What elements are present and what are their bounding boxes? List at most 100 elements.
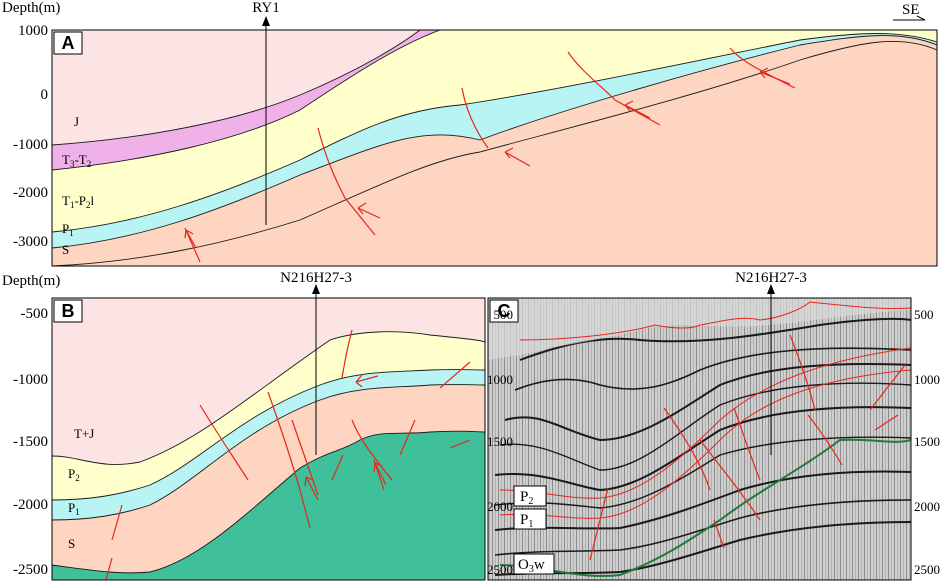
- fault-arrows-b: [304, 374, 387, 501]
- direction-label: SE: [902, 2, 920, 18]
- fault-line: [789, 334, 816, 411]
- faults-b: [105, 329, 471, 580]
- boundary-s-top: [52, 384, 485, 521]
- well-label-c: N216H27-3: [735, 270, 807, 286]
- reflector: [494, 470, 911, 531]
- triassic-upper-layer: [52, 30, 440, 170]
- fault-line: [713, 519, 725, 549]
- label-box-p2: [513, 485, 547, 507]
- fault-arrows-a: [184, 67, 791, 249]
- fault-line: [291, 419, 319, 496]
- label-p1: P1: [520, 512, 533, 530]
- arrow-icon: [624, 100, 651, 119]
- permian-lower-layer: [52, 33, 937, 248]
- fault-line: [567, 51, 661, 126]
- unit-label-t1p2: T1-P2l: [62, 193, 95, 210]
- arrow-right-icon: [893, 15, 926, 21]
- unit-label-j: J: [74, 114, 79, 129]
- label-o3w: O3w: [518, 557, 545, 575]
- arrow-icon: [304, 476, 319, 501]
- tick-label: -2500: [13, 562, 48, 578]
- label-p2: P2: [520, 489, 533, 507]
- tick-label-right: 2500: [914, 562, 940, 577]
- panel-a: RY1 SE Depth(m) A 1000 0 -1000 -2000 -30…: [2, 0, 938, 267]
- fault-line: [267, 391, 311, 529]
- tick-label: -3000: [13, 234, 48, 250]
- label-box-o3w: [513, 553, 555, 575]
- panel-tag-box-a: [53, 31, 83, 55]
- unit-label-p2: P2: [68, 466, 80, 483]
- unit-label-s: S: [68, 536, 75, 551]
- axis-title-a: Depth(m): [2, 0, 60, 16]
- boundary-j-base: [52, 30, 421, 146]
- fault-line: [331, 454, 344, 481]
- arrow-icon: [373, 462, 387, 486]
- arrow-up-icon: [312, 284, 320, 294]
- reflector: [494, 406, 911, 492]
- panel-tag-box-b: [53, 299, 83, 323]
- fault-line: [199, 404, 249, 481]
- triassic-lower-layer: [52, 30, 937, 232]
- fault-line: [449, 439, 471, 449]
- unit-label-tj: T+J: [74, 426, 94, 441]
- unit-label-p1: P1: [68, 500, 80, 517]
- panel-a-cross-section: [52, 30, 937, 266]
- panel-tag-a: A: [62, 33, 75, 53]
- fault-line: [341, 329, 353, 379]
- panel-c-seismic: [488, 298, 911, 580]
- reflector: [494, 499, 911, 556]
- boundary-basement-top: [52, 430, 485, 574]
- arrow-icon: [759, 67, 791, 85]
- well-label-b: N216H27-3: [280, 270, 352, 286]
- arrow-icon: [357, 202, 381, 219]
- faults-c: [589, 334, 906, 561]
- panel-c-frame: [487, 297, 912, 581]
- tick-label: -2000: [13, 185, 48, 201]
- mute-zone: [488, 298, 911, 360]
- fault-line: [589, 487, 609, 561]
- axis-title-b: Depth(m): [2, 273, 60, 289]
- tick-label-right: 500: [914, 307, 934, 322]
- tick-label: -1000: [13, 137, 48, 153]
- permian-upper-layer: [52, 331, 485, 500]
- tick-label-left: 2500: [487, 562, 513, 577]
- label-box-p1: [513, 508, 547, 530]
- boundary-p1-base: [52, 35, 937, 249]
- arrow-up-icon: [262, 16, 270, 26]
- panel-b-cross-section: [52, 298, 485, 580]
- fault-line: [111, 504, 123, 541]
- tick-label: -2000: [13, 497, 48, 513]
- unit-label-s: S: [62, 242, 69, 257]
- fault-line: [317, 127, 376, 236]
- fault-line: [663, 407, 711, 491]
- unit-label-p1: P1: [62, 221, 74, 238]
- faults-a: [184, 47, 796, 263]
- unit-label-t3t2: T3-T2: [62, 152, 91, 169]
- permian-lower-layer: [52, 369, 485, 520]
- well-label-a: RY1: [252, 0, 280, 16]
- fault-line: [699, 439, 761, 521]
- arrow-icon: [504, 147, 531, 167]
- panel-tag-b: B: [62, 301, 75, 321]
- tick-label: 1000: [18, 23, 48, 39]
- tick-label-left: 1000: [487, 372, 513, 387]
- fault-line: [729, 47, 796, 89]
- reflector: [499, 382, 911, 471]
- fault-line: [733, 407, 761, 481]
- panel-a-frame: [51, 29, 938, 267]
- tick-label-left: 500: [494, 307, 514, 322]
- fault-line: [461, 87, 489, 149]
- tick-label-left: 1500: [487, 434, 513, 449]
- fault-line: [807, 414, 843, 466]
- surface-horizon: [519, 301, 911, 341]
- boundary-t1-base: [52, 33, 937, 233]
- boundary-t3-base: [52, 30, 441, 171]
- arrow-icon: [355, 374, 379, 388]
- panel-tag-box-c: [489, 299, 519, 323]
- panel-b: N216H27-3 Depth(m) B -500 -1000 -1500 -2…: [2, 270, 486, 581]
- panel-c: N216H27-3 C 500 1000 1500 2000 2500 500 …: [487, 270, 940, 581]
- tick-label-right: 1000: [914, 372, 940, 387]
- fault-line: [351, 419, 393, 481]
- boundary-p2-top: [52, 331, 485, 465]
- panel-tag-c: C: [498, 301, 511, 321]
